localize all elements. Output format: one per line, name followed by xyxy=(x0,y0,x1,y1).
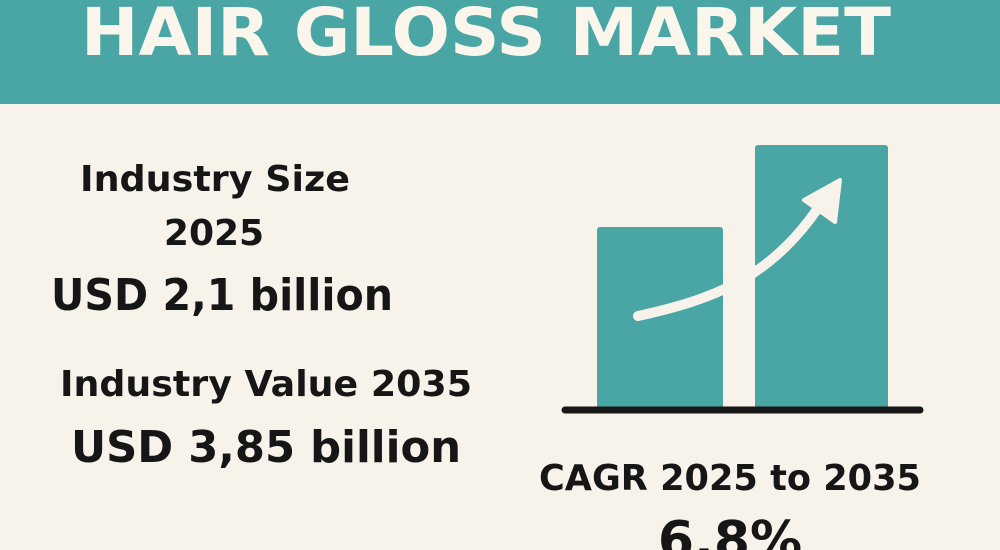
cagr-label: CAGR 2025 to 2035 xyxy=(539,458,921,499)
title: HAIR GLOSS MARKET xyxy=(81,0,891,71)
bar-illustration xyxy=(755,145,888,410)
growth-arrow xyxy=(633,200,825,321)
arrow-head xyxy=(802,178,842,224)
bar-illustration xyxy=(597,227,723,410)
industry-size-year: 2025 xyxy=(164,213,264,254)
industry-size-label: Industry Size xyxy=(80,159,350,200)
cagr-value: 6,8% xyxy=(658,511,802,550)
industry-value-label: Industry Value 2035 xyxy=(60,364,472,405)
industry-size-value: USD 2,1 billion xyxy=(51,270,393,321)
industry-value-value: USD 3,85 billion xyxy=(71,422,461,473)
header-band xyxy=(0,0,1000,104)
